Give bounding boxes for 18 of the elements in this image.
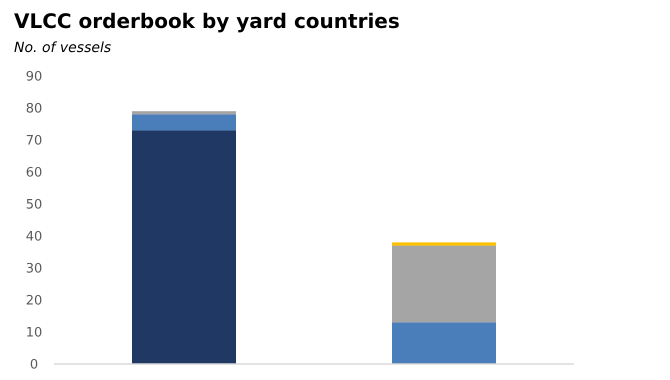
y-tick-label: 50	[26, 198, 42, 213]
chart-subtitle: No. of vessels	[14, 40, 112, 56]
y-tick-label: 60	[26, 166, 42, 181]
y-tick-label: 70	[26, 134, 42, 149]
bar	[392, 322, 496, 364]
y-tick-label: 80	[26, 102, 42, 117]
chart-title: VLCC orderbook by yard countries	[14, 9, 400, 33]
bar	[132, 130, 236, 364]
y-tick-label: 10	[26, 326, 42, 341]
y-tick-label: 30	[26, 262, 42, 277]
y-tick-label: 40	[26, 230, 42, 245]
bar	[132, 111, 236, 114]
bar	[392, 246, 496, 322]
bar	[132, 114, 236, 130]
bar	[392, 242, 496, 246]
y-tick-label: 20	[26, 294, 42, 309]
y-tick-label: 0	[30, 358, 38, 373]
y-tick-label: 90	[26, 70, 42, 85]
